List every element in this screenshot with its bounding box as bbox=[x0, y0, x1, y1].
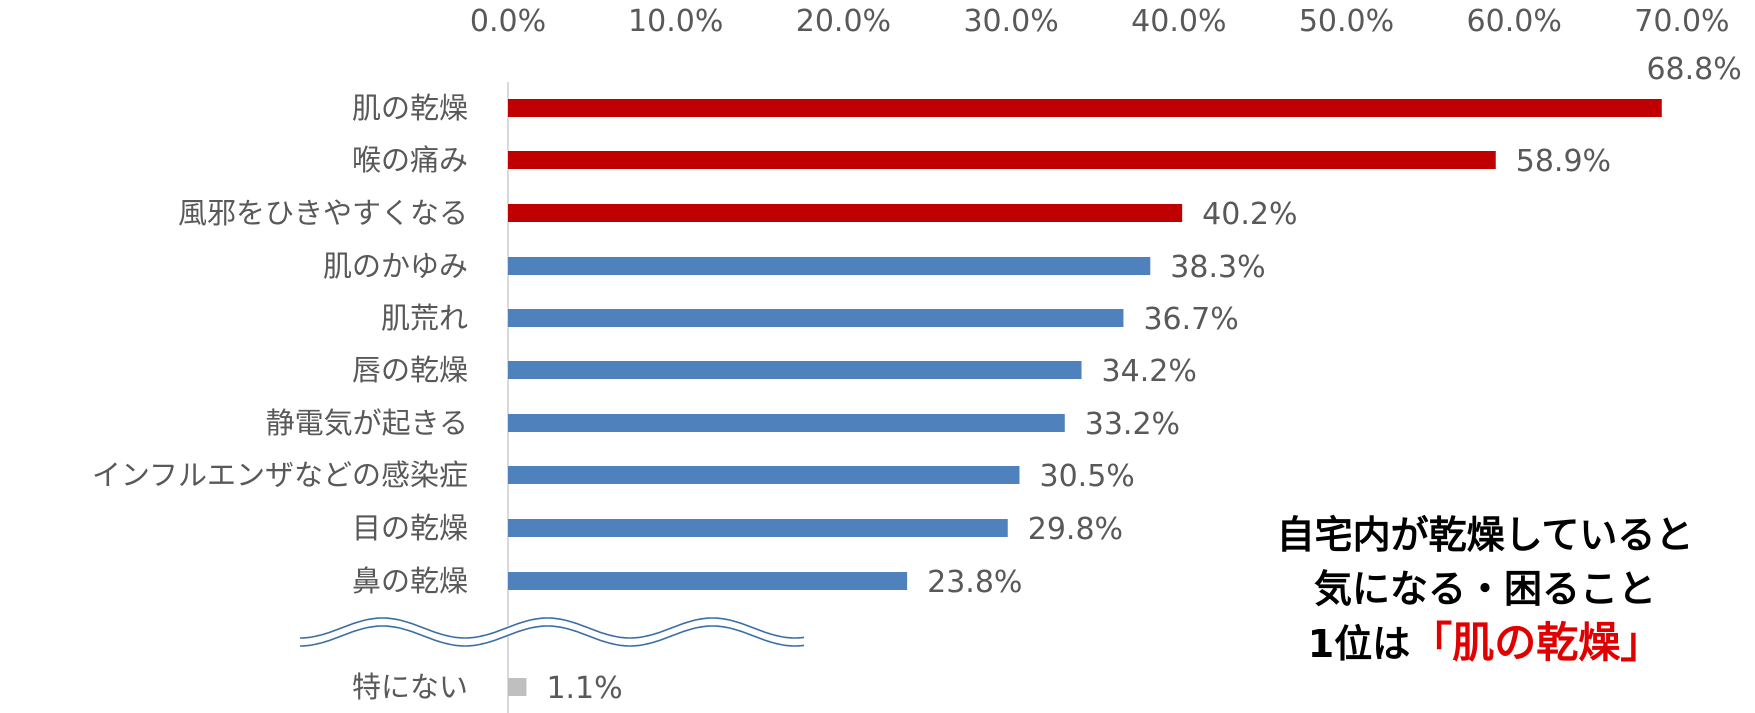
x-tick-label: 0.0% bbox=[470, 4, 546, 39]
axis-break-wave-bottom bbox=[299, 625, 805, 647]
bar bbox=[508, 361, 1082, 379]
bar bbox=[508, 466, 1020, 484]
bar bbox=[508, 678, 527, 696]
category-label: 肌の乾燥 bbox=[352, 91, 468, 125]
data-label: 23.8% bbox=[927, 565, 1022, 600]
bar bbox=[508, 99, 1662, 117]
category-label: 肌荒れ bbox=[381, 301, 468, 335]
category-label: 鼻の乾燥 bbox=[352, 564, 468, 598]
data-label: 1.1% bbox=[546, 671, 622, 706]
annotation-line-3: 1位は「肌の乾燥」 bbox=[1225, 616, 1745, 671]
bar bbox=[508, 204, 1183, 222]
annotation-highlight: 「肌の乾燥」 bbox=[1410, 618, 1663, 667]
x-tick-label: 60.0% bbox=[1467, 4, 1562, 39]
category-label: インフルエンザなどの感染症 bbox=[92, 458, 468, 492]
x-tick-label: 40.0% bbox=[1131, 4, 1226, 39]
axis-break-mask bbox=[299, 617, 805, 648]
bar bbox=[508, 257, 1151, 275]
category-label: 目の乾燥 bbox=[352, 511, 468, 545]
annotation-line-2: 気になる・困ること bbox=[1313, 567, 1656, 611]
x-tick-label: 30.0% bbox=[963, 4, 1058, 39]
x-tick-label: 70.0% bbox=[1634, 4, 1729, 39]
x-tick-label: 20.0% bbox=[796, 4, 891, 39]
category-label: 肌のかゆみ bbox=[323, 249, 468, 283]
bar bbox=[508, 414, 1065, 432]
category-label: 特にない bbox=[352, 670, 468, 704]
data-label: 68.8% bbox=[1646, 52, 1741, 87]
data-label: 58.9% bbox=[1516, 144, 1611, 179]
data-label: 38.3% bbox=[1170, 250, 1265, 285]
annotation-rank: 1位は bbox=[1307, 622, 1411, 666]
bar bbox=[508, 572, 908, 590]
data-label: 36.7% bbox=[1143, 302, 1238, 337]
annotation-line-1: 自宅内が乾燥していると bbox=[1276, 513, 1694, 557]
axis-break-wave-top bbox=[299, 617, 805, 639]
category-label: 静電気が起きる bbox=[266, 406, 468, 440]
x-tick-label: 50.0% bbox=[1299, 4, 1394, 39]
annotation-callout: 自宅内が乾燥していると 気になる・困ること 1位は「肌の乾燥」 bbox=[1225, 508, 1745, 671]
data-label: 40.2% bbox=[1202, 197, 1297, 232]
category-label: 風邪をひきやすくなる bbox=[178, 196, 468, 230]
bar bbox=[508, 519, 1008, 537]
data-label: 30.5% bbox=[1039, 459, 1134, 494]
data-label: 29.8% bbox=[1028, 512, 1123, 547]
category-label: 唇の乾燥 bbox=[352, 353, 468, 387]
bar bbox=[508, 309, 1124, 327]
data-label: 34.2% bbox=[1102, 354, 1197, 389]
data-label: 33.2% bbox=[1085, 407, 1180, 442]
bar bbox=[508, 151, 1496, 169]
category-label: 喉の痛み bbox=[352, 143, 468, 177]
x-tick-label: 10.0% bbox=[628, 4, 723, 39]
